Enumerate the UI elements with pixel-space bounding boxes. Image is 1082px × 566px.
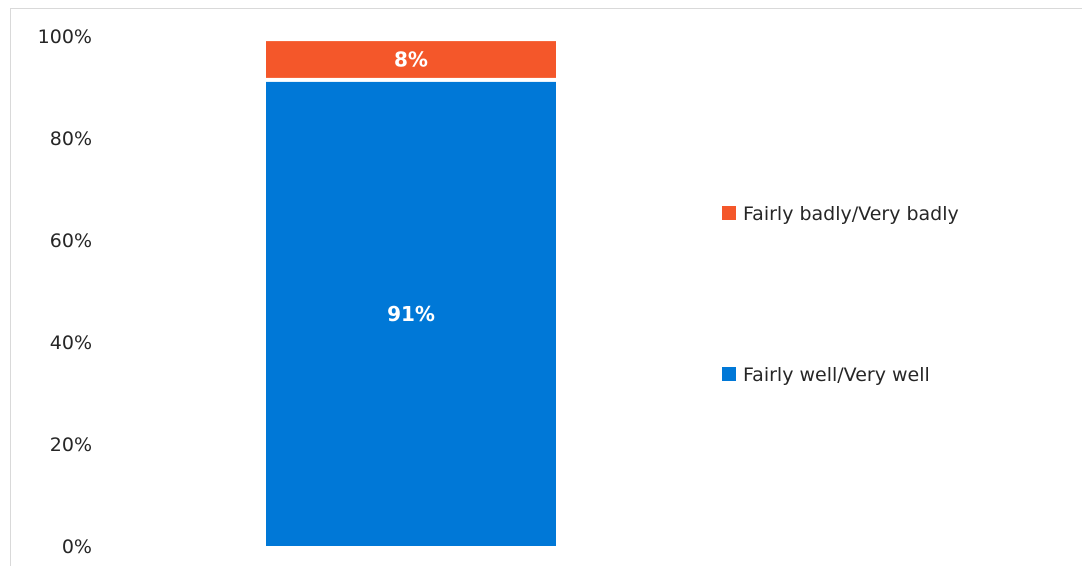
- chart-frame: [10, 8, 1082, 566]
- y-tick-label: 60%: [50, 230, 92, 252]
- bar-segment-fairly-well: [266, 81, 556, 547]
- bar-segment-fairly-badly: [266, 41, 556, 78]
- legend-swatch: [722, 206, 736, 220]
- y-tick-label: 80%: [50, 128, 92, 150]
- legend-label: Fairly badly/Very badly: [743, 203, 959, 225]
- y-tick-label: 100%: [38, 26, 92, 48]
- y-tick-label: 40%: [50, 332, 92, 354]
- legend-label: Fairly well/Very well: [743, 364, 930, 386]
- y-tick-label: 20%: [50, 434, 92, 456]
- data-label: 8%: [394, 48, 428, 72]
- y-tick-label: 0%: [62, 536, 92, 558]
- data-label: 91%: [387, 302, 435, 326]
- legend-swatch: [722, 367, 736, 381]
